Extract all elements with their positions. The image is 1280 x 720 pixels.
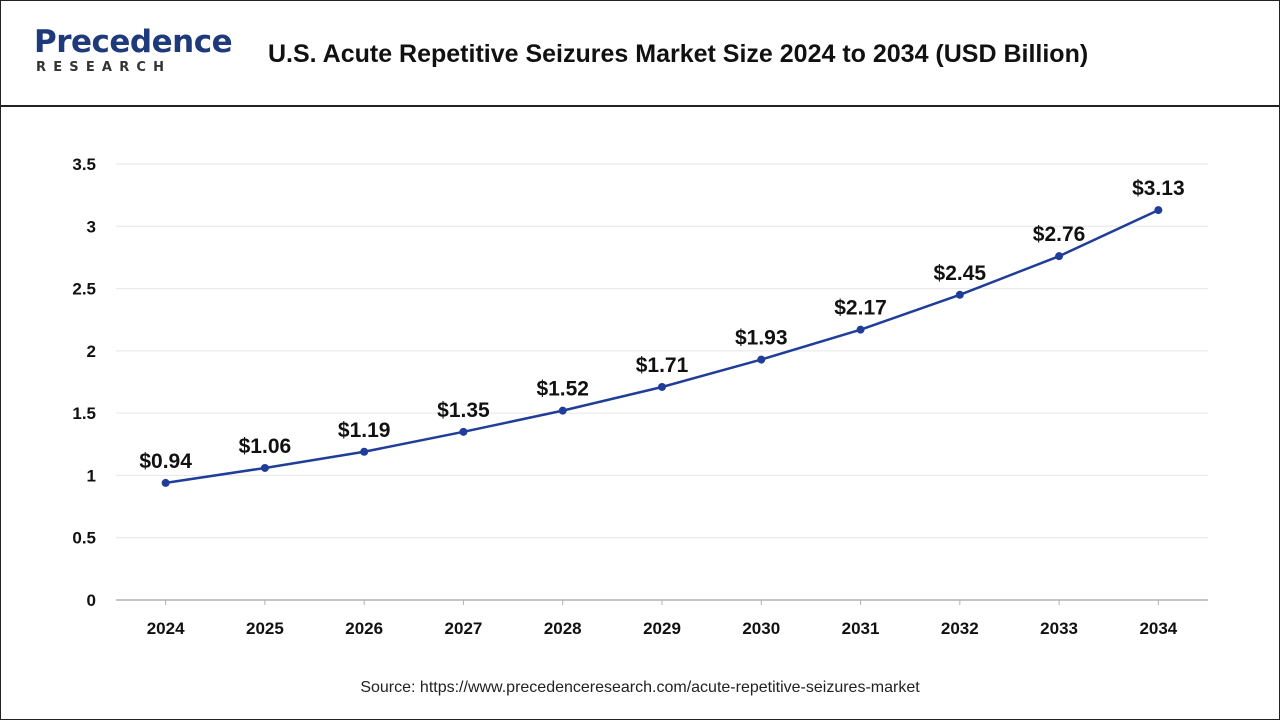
data-label: $1.52	[536, 378, 589, 401]
x-tick-label: 2031	[842, 619, 880, 638]
x-tick-label: 2025	[246, 619, 284, 638]
chart-title: U.S. Acute Repetitive Seizures Market Si…	[268, 40, 1089, 68]
x-tick-label: 2029	[643, 619, 681, 638]
y-tick-label: 2	[87, 342, 96, 361]
data-point	[856, 325, 865, 334]
x-tick-label: 2030	[742, 619, 780, 638]
x-tick-label: 2027	[445, 619, 483, 638]
data-point	[459, 427, 468, 436]
data-labels: $0.94 $1.06 $1.19 $1.35 $1.52 $1.71 $1.93 $2.17…	[139, 177, 1184, 473]
precedence-research-logo: Precedence RESEARCH	[34, 24, 234, 84]
logo-main-text: Precedence	[34, 24, 233, 60]
data-point	[1055, 252, 1064, 261]
data-point	[1154, 206, 1163, 215]
series-line	[165, 208, 1159, 485]
series	[161, 206, 1163, 487]
data-label: $0.94	[139, 450, 192, 473]
x-tick-label: 2026	[345, 619, 383, 638]
data-label: $1.06	[239, 435, 292, 458]
data-point	[658, 382, 666, 391]
y-tick-label: 0	[87, 591, 96, 610]
data-point	[955, 290, 964, 299]
source-note: Source: https://www.precedenceresearch.c…	[360, 679, 920, 696]
y-tick-label: 3.5	[72, 155, 96, 174]
gridlines	[116, 163, 1208, 539]
x-tick-label: 2024	[147, 619, 185, 638]
data-label: $2.45	[934, 262, 987, 285]
x-tick-label: 2028	[544, 619, 582, 638]
x-tick-label: 2032	[941, 619, 979, 638]
data-point	[757, 355, 766, 364]
data-label: $1.71	[636, 354, 689, 377]
y-tick-label: 1	[87, 466, 96, 485]
x-tick-label: 2033	[1040, 619, 1078, 638]
data-label: $1.19	[338, 419, 391, 442]
data-label: $3.13	[1132, 177, 1185, 200]
logo-sub-text: RESEARCH	[36, 60, 172, 75]
data-point	[161, 478, 170, 487]
axes: 0 0.5 1 1.5 2 2.5 3 3.5 2024 2025 2026 2027 2028 2029…	[72, 155, 1208, 638]
y-tick-label: 2.5	[72, 280, 96, 299]
data-label: $2.17	[834, 297, 887, 320]
data-point	[360, 447, 369, 456]
data-label: $2.76	[1033, 223, 1086, 246]
data-point	[558, 406, 567, 415]
data-label: $1.35	[437, 399, 490, 422]
y-tick-label: 1.5	[72, 404, 96, 423]
line-chart: 0 0.5 1 1.5 2 2.5 3 3.5 2024 2025 2026 2027 2028 2029…	[72, 155, 1208, 638]
y-tick-label: 0.5	[72, 529, 96, 548]
x-tick-label: 2034	[1139, 619, 1177, 638]
header: Precedence RESEARCH U.S. Acute Repetitiv…	[0, 0, 1280, 107]
data-label: $1.93	[735, 327, 788, 350]
data-point	[260, 463, 269, 472]
y-tick-label: 3	[87, 217, 96, 236]
